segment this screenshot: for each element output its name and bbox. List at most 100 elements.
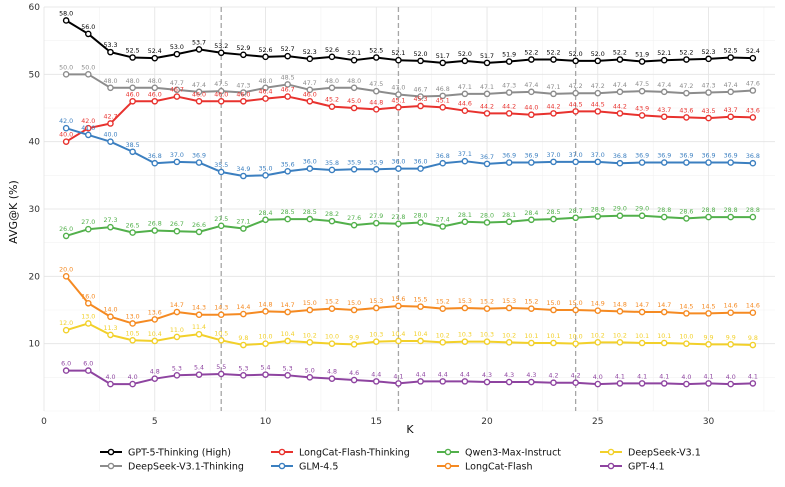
legend-marker bbox=[444, 448, 452, 456]
data-point bbox=[683, 310, 690, 317]
data-point bbox=[572, 214, 579, 222]
data-point bbox=[262, 371, 269, 378]
data-point bbox=[107, 331, 114, 339]
legend-label: DeepSeek-V3.1 bbox=[628, 448, 701, 459]
data-point bbox=[638, 159, 646, 166]
data-point bbox=[572, 89, 579, 97]
data-label: 14.6 bbox=[746, 303, 760, 310]
data-label: 36.8 bbox=[436, 153, 450, 160]
data-point bbox=[638, 380, 646, 387]
data-point bbox=[372, 338, 380, 345]
data-point bbox=[483, 90, 491, 98]
data-label: 10.3 bbox=[369, 332, 383, 339]
data-label: 50.0 bbox=[59, 64, 73, 71]
data-point bbox=[395, 91, 402, 98]
data-point bbox=[572, 57, 579, 65]
data-label: 20.0 bbox=[59, 266, 73, 273]
data-point bbox=[107, 48, 114, 56]
data-point bbox=[395, 380, 402, 387]
data-label: 26.0 bbox=[59, 226, 73, 233]
data-label: 50.0 bbox=[81, 64, 95, 71]
data-label: 14.8 bbox=[613, 301, 627, 308]
data-point bbox=[173, 372, 181, 379]
data-label: 4.4 bbox=[371, 371, 381, 378]
data-label: 10.1 bbox=[657, 333, 671, 340]
data-label: 43.9 bbox=[635, 105, 649, 112]
data-label: 47.3 bbox=[502, 83, 516, 90]
data-label: 11.3 bbox=[103, 325, 117, 332]
data-point bbox=[572, 158, 579, 166]
series-qwen3-max-instruct bbox=[62, 212, 757, 240]
legend-item-longcat-flash: LongCat-Flash bbox=[437, 462, 533, 473]
data-point bbox=[262, 95, 269, 102]
data-label: 15.0 bbox=[546, 300, 560, 307]
data-point bbox=[705, 114, 712, 122]
data-point bbox=[129, 84, 136, 92]
data-point bbox=[594, 158, 602, 166]
data-label: 14.5 bbox=[679, 303, 693, 310]
data-label: 14.3 bbox=[214, 305, 228, 312]
data-point bbox=[594, 108, 602, 115]
data-point bbox=[417, 102, 424, 110]
data-label: 53.7 bbox=[192, 39, 206, 46]
data-point bbox=[62, 71, 70, 78]
data-point bbox=[417, 57, 424, 65]
data-label: 14.7 bbox=[635, 302, 649, 309]
data-point bbox=[350, 341, 358, 348]
data-label: 9.8 bbox=[748, 335, 758, 342]
data-label: 52.3 bbox=[303, 49, 317, 56]
data-label: 46.0 bbox=[236, 91, 250, 98]
data-point bbox=[638, 308, 646, 316]
data-label: 37.0 bbox=[546, 152, 560, 159]
data-point bbox=[372, 304, 380, 312]
data-label: 40.0 bbox=[59, 132, 73, 139]
data-point bbox=[395, 56, 402, 64]
data-label: 52.1 bbox=[391, 50, 405, 57]
x-tick-label: 10 bbox=[260, 417, 272, 427]
data-label: 6.0 bbox=[61, 361, 71, 368]
series-line-qwen3-max-instruct bbox=[65, 214, 753, 237]
data-label: 13.0 bbox=[126, 313, 140, 320]
data-label: 36.9 bbox=[502, 153, 516, 160]
data-point bbox=[749, 114, 757, 121]
data-label: 47.4 bbox=[613, 82, 627, 89]
data-point bbox=[683, 89, 690, 97]
data-label: 28.8 bbox=[724, 207, 738, 214]
data-point bbox=[683, 114, 690, 121]
data-point bbox=[284, 93, 291, 100]
data-label: 29.0 bbox=[613, 206, 627, 213]
data-point bbox=[62, 273, 70, 280]
data-label: 4.8 bbox=[327, 369, 337, 376]
data-label: 28.4 bbox=[524, 210, 538, 217]
data-label: 4.2 bbox=[571, 373, 581, 380]
data-label: 52.0 bbox=[591, 51, 605, 58]
data-label: 28.0 bbox=[414, 212, 428, 219]
legend-marker bbox=[444, 462, 452, 470]
data-label: 10.4 bbox=[281, 331, 295, 338]
data-point bbox=[328, 166, 336, 174]
legend-label: GPT-4.1 bbox=[628, 462, 665, 473]
legend-marker bbox=[607, 448, 615, 456]
data-point bbox=[550, 215, 557, 223]
data-point bbox=[705, 380, 712, 387]
data-label: 5.4 bbox=[194, 365, 204, 372]
data-label: 35.6 bbox=[281, 161, 295, 168]
data-label: 46.7 bbox=[281, 87, 295, 94]
data-point bbox=[173, 158, 181, 166]
data-point bbox=[62, 367, 70, 374]
data-label: 28.5 bbox=[281, 209, 295, 216]
y-tick-label: 40 bbox=[29, 138, 41, 148]
data-label: 36.9 bbox=[192, 153, 206, 160]
data-label: 46.0 bbox=[126, 91, 140, 98]
data-label: 4.3 bbox=[482, 372, 492, 379]
data-label: 47.1 bbox=[480, 84, 494, 91]
data-label: 5.3 bbox=[172, 365, 182, 372]
data-label: 48.0 bbox=[103, 78, 117, 85]
data-label: 4.4 bbox=[416, 371, 426, 378]
data-point bbox=[173, 93, 181, 100]
data-point bbox=[372, 378, 380, 385]
data-label: 28.1 bbox=[502, 212, 516, 219]
data-point bbox=[616, 159, 624, 167]
legend-marker bbox=[107, 448, 115, 456]
data-point bbox=[240, 97, 247, 105]
